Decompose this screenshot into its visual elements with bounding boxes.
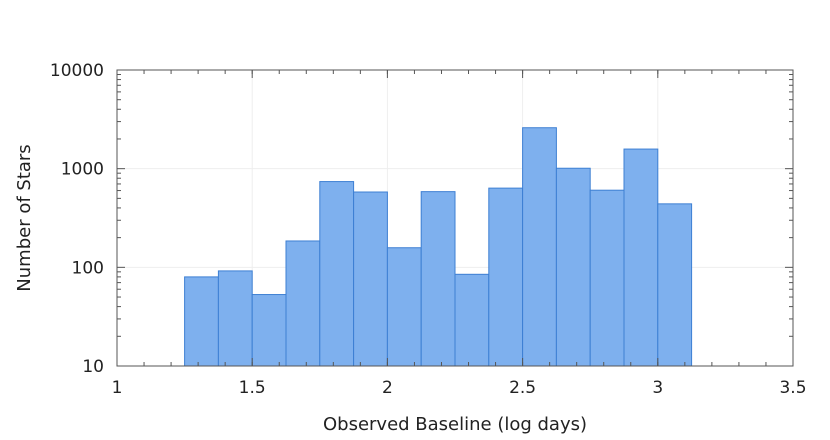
- histogram-bar: [251, 294, 287, 367]
- plot-frame: [116, 69, 794, 367]
- histogram-bar: [184, 276, 219, 367]
- y-tick-label: 100: [72, 258, 104, 278]
- histogram-bars: [184, 127, 693, 367]
- x-axis-label: Observed Baseline (log days): [323, 414, 587, 435]
- y-tick-label: 10: [82, 357, 104, 377]
- histogram-bar: [285, 240, 321, 367]
- x-tick-label: 1.5: [239, 378, 266, 398]
- histogram-bar: [555, 167, 591, 367]
- histogram-bar: [657, 203, 693, 367]
- histogram-bar: [217, 270, 253, 367]
- histogram-bar: [522, 127, 557, 367]
- axis-ticks: [116, 69, 794, 367]
- x-tick-label: 3.5: [779, 378, 806, 398]
- y-tick-label: 10000: [50, 61, 104, 81]
- x-tick-labels: 1 1.5 2 2.5 3 3.5: [112, 378, 807, 398]
- histogram-bar: [589, 189, 625, 367]
- histogram-bar: [386, 247, 422, 367]
- histogram-bar: [488, 187, 524, 367]
- y-tick-labels: 10 100 1000 10000: [50, 61, 104, 377]
- histogram-bar: [319, 181, 355, 367]
- y-tick-label: 1000: [61, 160, 104, 180]
- x-tick-label: 2.5: [509, 378, 536, 398]
- x-tick-label: 3: [652, 378, 663, 398]
- histogram-bar: [623, 148, 659, 367]
- x-tick-label: 2: [382, 378, 393, 398]
- x-tick-label: 1: [112, 378, 123, 398]
- histogram-bar: [353, 191, 388, 367]
- histogram-bar: [454, 273, 490, 367]
- y-axis-label: Number of Stars: [14, 144, 35, 291]
- histogram-bar: [420, 191, 456, 367]
